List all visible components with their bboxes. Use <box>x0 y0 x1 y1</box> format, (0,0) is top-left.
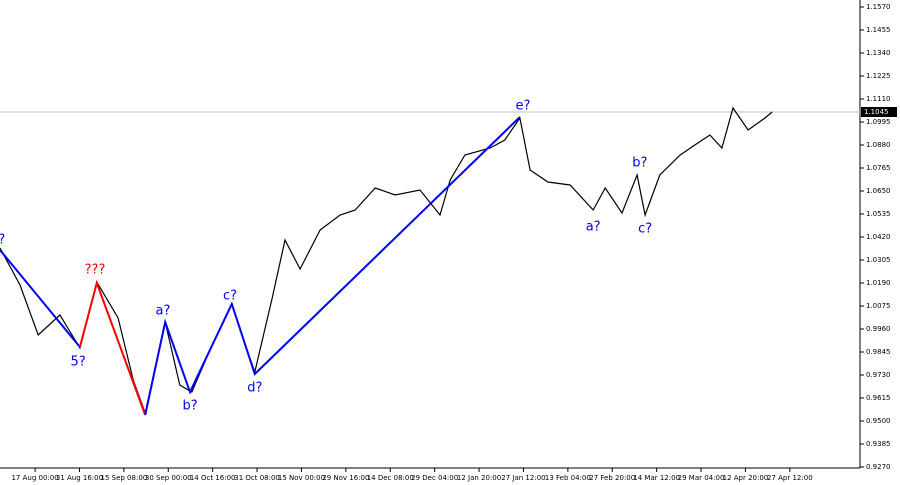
wave-label: 5? <box>71 355 86 370</box>
x-tick-label: 14 Mar 12:00 <box>633 474 680 482</box>
y-tick-label: 1.1225 <box>866 72 891 80</box>
y-tick-label: 1.1110 <box>866 95 891 103</box>
wave-label: c? <box>638 222 652 237</box>
wave-line <box>0 249 81 348</box>
wave-label: ??? <box>85 263 106 278</box>
x-tick-label: 29 Dec 04:00 <box>411 474 458 482</box>
y-tick-label: 1.0420 <box>866 233 891 241</box>
x-tick-label: 27 Feb 20:00 <box>589 474 635 482</box>
wave-label: e? <box>516 99 531 114</box>
y-tick-label: 0.9615 <box>866 394 891 402</box>
x-tick-label: 30 Sep 00:00 <box>145 474 192 482</box>
wave-label: b? <box>182 399 197 414</box>
x-tick-label: 15 Nov 00:00 <box>278 474 325 482</box>
x-tick-label: 13 Feb 04:00 <box>545 474 591 482</box>
y-tick-label: 0.9845 <box>866 348 891 356</box>
x-tick-label: 17 Aug 00:00 <box>11 474 58 482</box>
x-tick-label: 31 Aug 16:00 <box>56 474 103 482</box>
wave-label: c? <box>223 289 237 304</box>
x-tick-label: 15 Sep 08:00 <box>101 474 148 482</box>
wave-label: a? <box>156 304 171 319</box>
y-tick-label: 0.9500 <box>866 417 891 425</box>
wave-line <box>144 116 521 416</box>
wave-label: ? <box>0 233 5 248</box>
wave-label: b? <box>632 156 647 171</box>
wave-label: a? <box>586 220 601 235</box>
y-tick-label: 1.1570 <box>866 3 891 11</box>
y-tick-label: 0.9960 <box>866 325 891 333</box>
x-tick-label: 14 Oct 16:00 <box>190 474 236 482</box>
y-tick-label: 1.0075 <box>866 302 891 310</box>
y-tick-label: 1.1340 <box>866 49 891 57</box>
wave-line <box>78 279 147 416</box>
x-tick-label: 31 Oct 08:00 <box>234 474 280 482</box>
y-tick-label: 1.0880 <box>866 141 891 149</box>
current-price-tag <box>861 107 897 117</box>
x-tick-label: 27 Jan 12:00 <box>501 474 545 482</box>
x-tick-label: 29 Nov 16:00 <box>322 474 369 482</box>
y-tick-label: 1.0190 <box>866 279 891 287</box>
y-tick-label: 1.1455 <box>866 26 891 34</box>
y-tick-label: 1.0650 <box>866 187 891 195</box>
x-tick-label: 29 Mar 04:00 <box>678 474 725 482</box>
x-tick-label: 12 Jan 20:00 <box>457 474 501 482</box>
y-tick-label: 0.9270 <box>866 463 891 471</box>
x-tick-label: 12 Apr 20:00 <box>723 474 769 482</box>
y-tick-label: 1.0765 <box>866 164 891 172</box>
wave-label: d? <box>247 381 262 396</box>
y-tick-label: 1.0995 <box>866 118 891 126</box>
current-price-label: 1.1045 <box>864 108 889 116</box>
x-tick-label: 27 Apr 12:00 <box>767 474 813 482</box>
y-tick-label: 1.0305 <box>866 256 891 264</box>
x-tick-label: 14 Dec 08:00 <box>367 474 414 482</box>
y-tick-label: 0.9385 <box>866 440 891 448</box>
y-tick-label: 0.9730 <box>866 371 891 379</box>
y-tick-label: 1.0535 <box>866 210 891 218</box>
